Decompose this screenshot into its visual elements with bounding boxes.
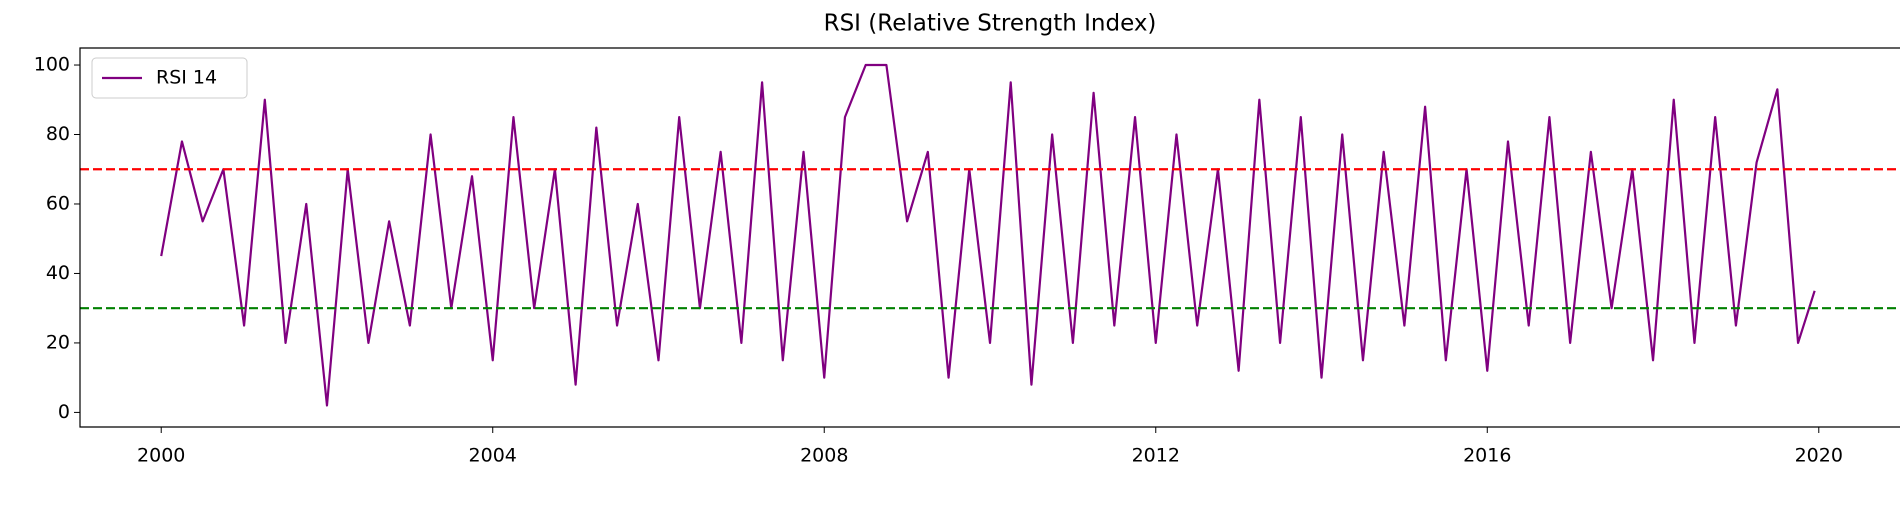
y-tick-label: 40 [46, 262, 70, 284]
y-tick-label: 0 [58, 401, 70, 423]
y-tick-label: 100 [34, 54, 70, 76]
chart-title: RSI (Relative Strength Index) [824, 11, 1157, 37]
legend-box [91, 57, 248, 99]
legend-label: RSI 14 [156, 67, 217, 89]
x-tick-label: 2000 [137, 445, 185, 467]
y-tick-label: 80 [46, 123, 70, 145]
y-tick-label: 20 [46, 331, 70, 353]
x-tick-label: 2008 [800, 445, 848, 467]
axis-frame [79, 47, 1900, 428]
data-line [160, 63, 1816, 407]
x-tick-label: 2020 [1795, 445, 1843, 467]
x-tick-label: 2012 [1132, 445, 1180, 467]
x-tick-label: 2004 [469, 445, 517, 467]
y-tick-label: 60 [46, 192, 70, 214]
x-tick-label: 2016 [1463, 445, 1511, 467]
